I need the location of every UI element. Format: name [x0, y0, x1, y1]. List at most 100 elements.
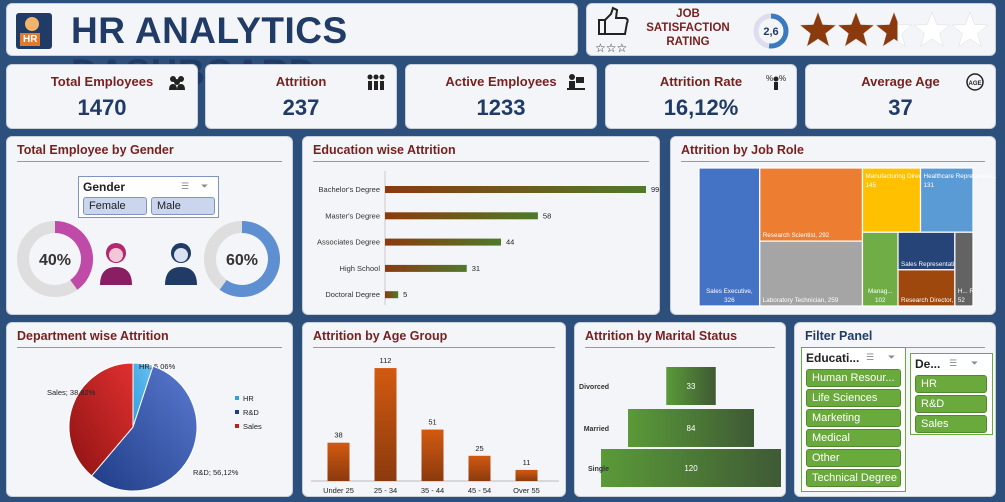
- education-value-label: 58: [543, 211, 551, 220]
- svg-text:AGE: AGE: [968, 81, 981, 87]
- treemap-cell: [954, 231, 974, 307]
- kpi-value: 1470: [77, 95, 127, 120]
- education-option[interactable]: Other: [806, 449, 901, 467]
- treemap-label: Healthcare Representati..., 131: [924, 173, 997, 189]
- kpi-card-2: Active Employees 1233: [405, 64, 597, 129]
- marital-value-label: 33: [687, 382, 696, 391]
- age-category-label: 35 - 44: [421, 486, 444, 495]
- legend-swatch: [235, 424, 239, 428]
- star-icon: [837, 11, 875, 47]
- gender-slicer: Gender ☰ ⏷ Female Male: [78, 176, 219, 218]
- treemap-label: Manag... 102: [868, 288, 893, 304]
- pie-data-label: Sales; 38,82%: [47, 388, 96, 397]
- department-option[interactable]: R&D: [915, 395, 987, 413]
- age-category-label: Under 25: [323, 486, 354, 495]
- department-option[interactable]: HR: [915, 375, 987, 393]
- kpi-card-1: Attrition 237: [205, 64, 397, 129]
- satisfaction-value: 2,6: [763, 26, 778, 38]
- people-group-icon: [169, 76, 185, 90]
- gender-card: Total Employee by Gender Gender ☰ ⏷ Fema…: [6, 136, 293, 315]
- female-icon: [100, 243, 132, 285]
- satisfaction-card: ☆☆☆ JOB SATISFACTION RATING 2,6: [586, 3, 996, 56]
- treemap-cell: [698, 167, 761, 307]
- age-value-label: 11: [523, 458, 531, 467]
- legend-swatch: [235, 410, 239, 414]
- clear-filter-icon[interactable]: ⏷: [201, 181, 209, 191]
- gender-title: Total Employee by Gender: [17, 143, 174, 157]
- treemap-cell: [861, 231, 899, 307]
- treemap-label: Manufacturing Director, 145: [865, 173, 930, 189]
- kpi-label: Attrition: [275, 74, 327, 89]
- star-icon: [875, 11, 913, 47]
- pie-slice: [90, 365, 198, 492]
- star-icon: [913, 11, 951, 47]
- hr-logo: HR: [16, 13, 52, 49]
- age-value-label: 25: [475, 444, 483, 453]
- education-category-label: Bachelor's Degree: [319, 185, 380, 194]
- kpi-value: 16,12%: [663, 95, 739, 120]
- kpi-label: Attrition Rate: [659, 74, 743, 89]
- education-value-label: 44: [506, 238, 514, 247]
- marital-card: Attrition by Marital Status 33 Divorced 84…: [574, 322, 786, 497]
- age-bar: [468, 455, 491, 481]
- age-category-label: 45 - 54: [468, 486, 491, 495]
- treemap-label: H... R..., 52: [958, 288, 981, 304]
- age-bar: [515, 469, 538, 481]
- education-category-label: High School: [340, 264, 381, 273]
- age-value-label: 51: [428, 418, 436, 427]
- marital-bar: [628, 409, 754, 447]
- age-title: Attrition by Age Group: [313, 329, 448, 343]
- kpi-value: 1233: [476, 95, 526, 120]
- education-clear-filter-icon[interactable]: ⏷: [888, 352, 896, 362]
- marital-bar: [601, 449, 781, 487]
- people-leaving-icon: [367, 74, 385, 90]
- hr-logo-text: HR: [20, 33, 41, 46]
- education-category-label: Master's Degree: [325, 211, 380, 220]
- marital-bar: [666, 367, 716, 405]
- education-value-label: 5: [403, 290, 407, 299]
- satisfaction-label-line1: JOB: [676, 8, 700, 20]
- department-multi-select-icon[interactable]: ☰: [949, 358, 958, 368]
- age-value-label: 38: [334, 431, 342, 440]
- male-donut-arc: [219, 221, 280, 297]
- age-category-label: 25 - 34: [374, 486, 397, 495]
- education-category-label: Associates Degree: [317, 238, 380, 247]
- legend-swatch: [235, 396, 239, 400]
- education-option[interactable]: Life Sciences: [806, 389, 901, 407]
- filter-title: Filter Panel: [805, 329, 873, 343]
- satisfaction-label-line2: SATISFACTION: [646, 22, 730, 34]
- treemap-cell: [759, 240, 864, 307]
- department-clear-filter-icon[interactable]: ⏷: [971, 358, 979, 368]
- multi-select-icon[interactable]: ☰: [181, 181, 190, 191]
- treemap-cell: [759, 167, 864, 242]
- svg-text:%: %: [766, 74, 773, 83]
- department-option[interactable]: Sales: [915, 415, 987, 433]
- education-slicer: Educati... ☰ ⏷ Human Resour... Life Scien…: [801, 347, 906, 492]
- header-card: HR HR ANALYTICS DASHBOARD: [6, 3, 578, 93]
- education-multi-select-icon[interactable]: ☰: [866, 352, 875, 362]
- education-bar: [385, 238, 501, 246]
- education-bar: [385, 264, 467, 272]
- gender-option-male[interactable]: Male: [151, 197, 215, 215]
- legend-entry: HR: [243, 394, 254, 403]
- satisfaction-gauge: 2,6: [753, 13, 789, 49]
- gender-option-female[interactable]: Female: [83, 197, 147, 215]
- thumbs-up-stars-icon: ☆☆☆: [595, 6, 629, 55]
- gender-slicer-title: Gender: [83, 180, 126, 194]
- education-option[interactable]: Medical: [806, 429, 901, 447]
- department-slicer-title: De...: [915, 357, 941, 371]
- age-badge-icon: AGE: [966, 73, 984, 91]
- education-value-label: 31: [472, 264, 480, 273]
- education-option[interactable]: Technical Degree: [806, 469, 901, 487]
- age-value-label: 112: [380, 356, 392, 365]
- worker-desk-icon: [567, 74, 585, 90]
- marital-title-line: [585, 347, 775, 348]
- treemap-label: Research Director, 80: [901, 297, 962, 304]
- jobrole-treemap: Sales Executive, 326 Research Scientist, 2…: [698, 167, 997, 307]
- education-option[interactable]: Human Resour...: [806, 369, 901, 387]
- male-percent: 60%: [226, 252, 258, 269]
- kpi-card-0: Total Employees 1470: [6, 64, 198, 129]
- education-option[interactable]: Marketing: [806, 409, 901, 427]
- education-category-label: Doctoral Degree: [325, 290, 380, 299]
- age-chart: 38 Under 25 112 25 - 34 51 35 - 44 25 45 - 54 11…: [311, 356, 559, 495]
